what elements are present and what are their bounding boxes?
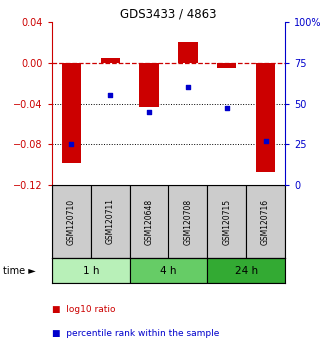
Text: 4 h: 4 h [160,266,177,275]
Bar [130,258,207,283]
Text: time ►: time ► [3,266,36,275]
Bar [91,185,130,258]
Bar [130,185,169,258]
Bar [52,185,91,258]
Point [185,84,190,90]
Text: GSM120715: GSM120715 [222,199,231,245]
Bar [62,63,81,162]
Text: ■  percentile rank within the sample: ■ percentile rank within the sample [52,329,219,338]
Text: GSM120648: GSM120648 [144,199,153,245]
Bar [169,185,207,258]
Text: GSM120716: GSM120716 [261,199,270,245]
Text: GSM120711: GSM120711 [106,199,115,245]
Bar [100,58,120,63]
Text: ■  log10 ratio: ■ log10 ratio [52,305,116,314]
Text: GSM120710: GSM120710 [67,199,76,245]
Bar [246,185,285,258]
Bar [139,63,159,107]
Text: GSM120708: GSM120708 [183,199,192,245]
Point [69,141,74,147]
Text: 1 h: 1 h [82,266,99,275]
Text: 24 h: 24 h [235,266,258,275]
Point [263,138,268,144]
Point [224,105,229,111]
Bar [217,63,237,68]
Point [146,109,152,114]
Bar [178,42,198,63]
Bar [207,185,246,258]
Bar [207,258,285,283]
Bar [52,258,130,283]
Title: GDS3433 / 4863: GDS3433 / 4863 [120,8,217,21]
Point [108,92,113,98]
Bar [256,63,275,172]
